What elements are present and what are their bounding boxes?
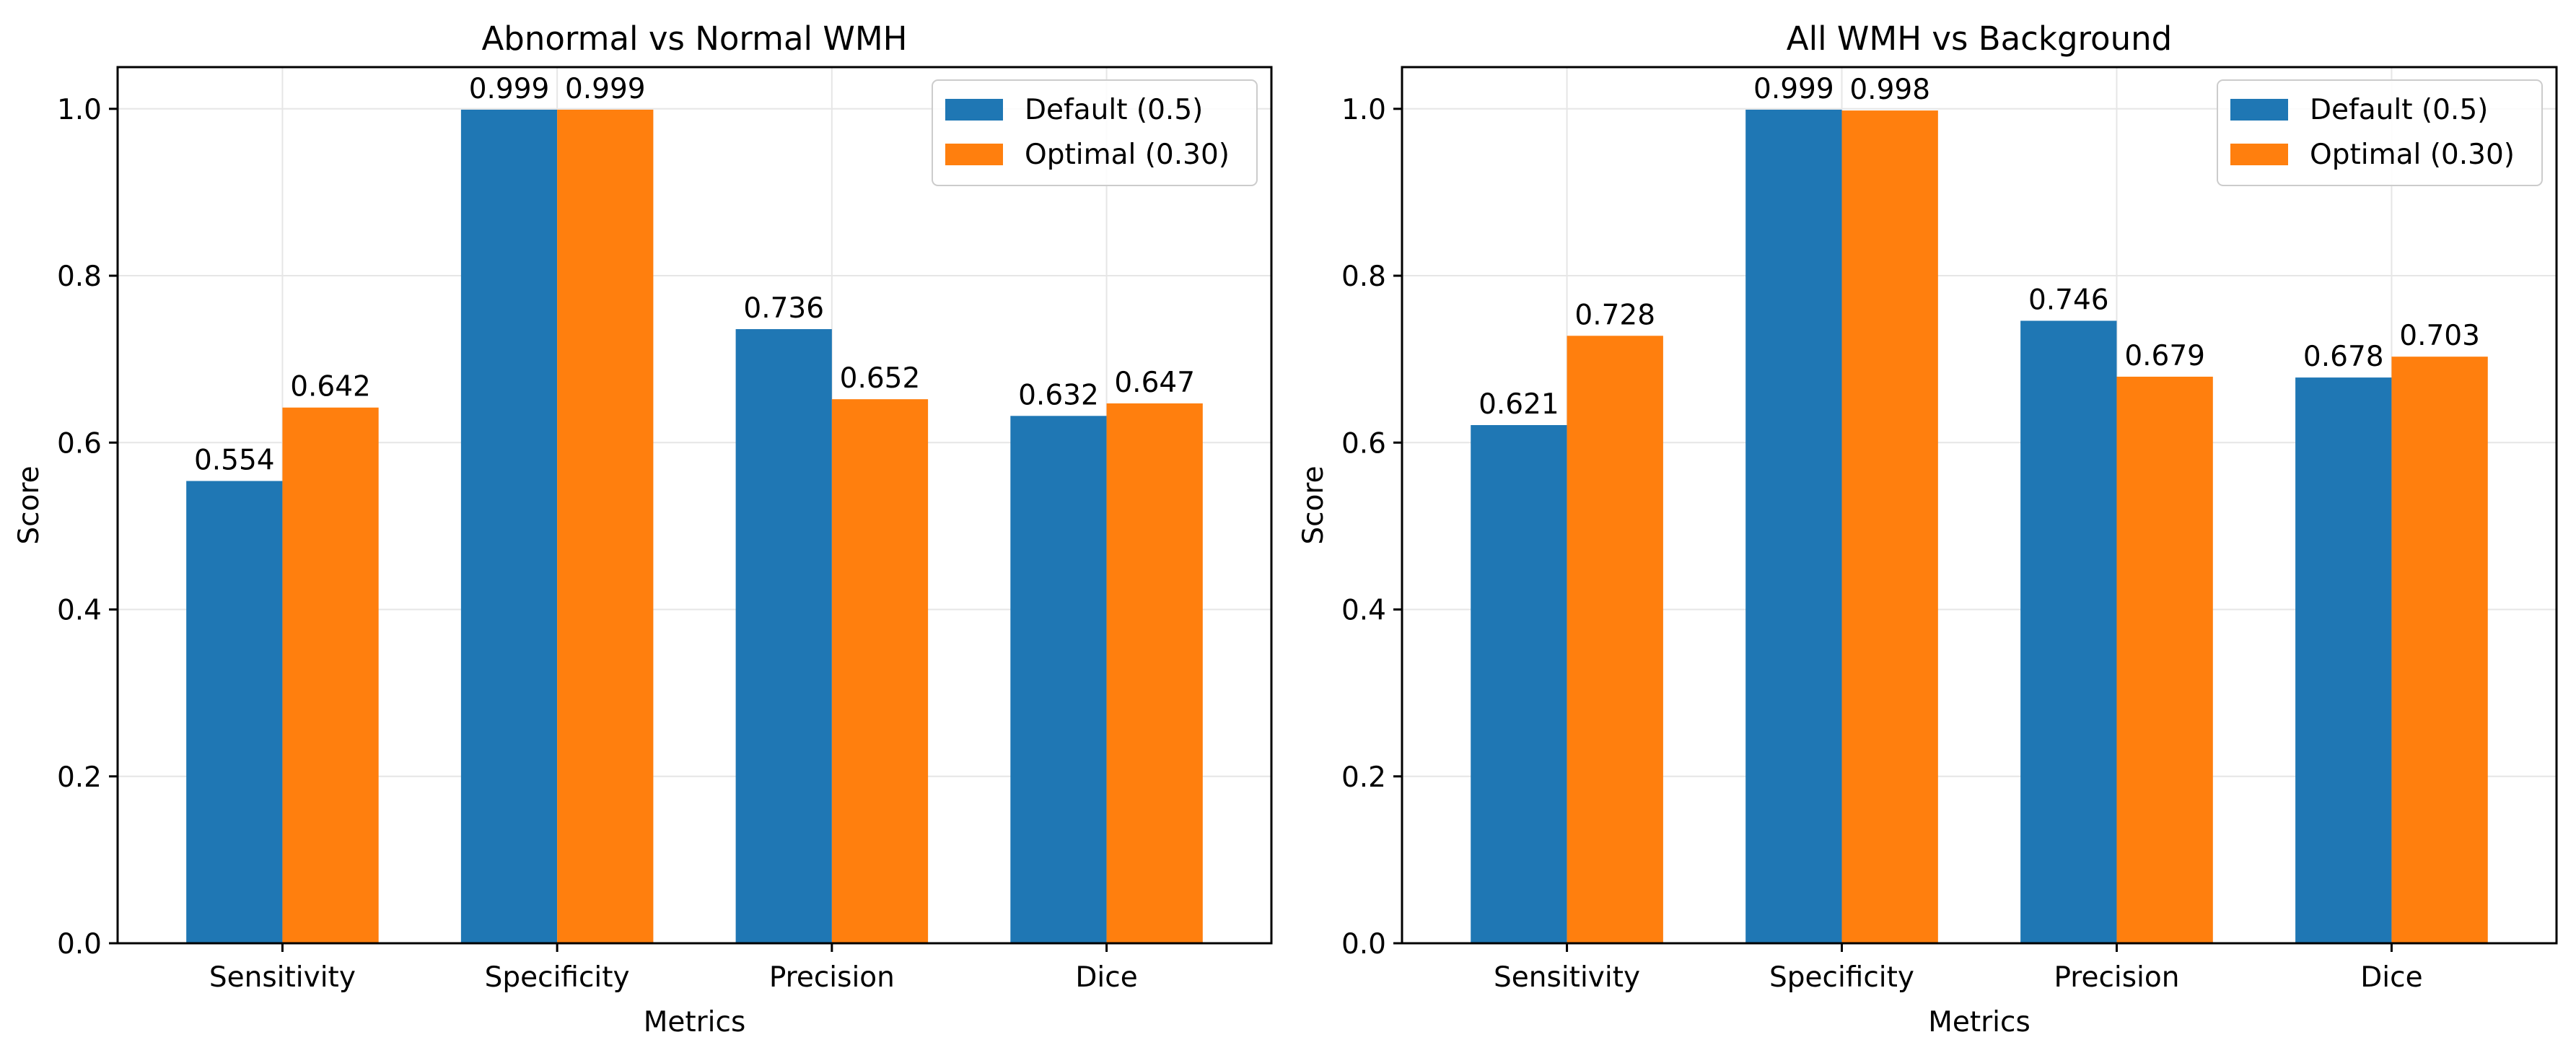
x-tick-label: Sensitivity (1494, 961, 1640, 994)
y-tick-label: 1.0 (57, 94, 102, 126)
y-tick-label: 0.0 (57, 928, 102, 961)
bar-optimal (831, 399, 929, 943)
legend-label-default: Default (0.5) (2310, 94, 2488, 126)
bar-value-label: 0.642 (290, 371, 371, 403)
bar-value-label: 0.746 (2028, 284, 2109, 316)
y-tick-label: 0.2 (1341, 761, 1386, 794)
bar-value-label: 0.998 (1849, 74, 1930, 106)
bar-value-label: 0.554 (194, 444, 275, 476)
y-axis-label: Score (1297, 465, 1330, 544)
y-tick-label: 0.6 (57, 427, 102, 460)
chart-panel-right: 0.621 0.999 0.746 0.678 0.728 0.998 0.679 0.703… (1297, 19, 2558, 1039)
y-tick-label: 0.0 (1341, 928, 1386, 961)
legend: Default (0.5) Optimal (0.30) (932, 79, 1258, 186)
bar-default (1471, 425, 1567, 943)
bar-default (1010, 416, 1107, 943)
x-tick-label: Specificity (1769, 961, 1914, 994)
y-axis-label: Score (13, 465, 45, 544)
y-tick-label: 1.0 (1341, 94, 1386, 126)
legend-swatch-default (945, 99, 1003, 121)
chart-title: All WMH vs Background (1787, 19, 2172, 58)
y-tick-label: 0.2 (57, 761, 102, 794)
bar-optimal (2116, 376, 2213, 943)
x-tick-label: Dice (1075, 961, 1137, 994)
bar-value-label: 0.999 (469, 73, 550, 105)
bar-default (2295, 377, 2392, 943)
bar-value-label: 0.679 (2124, 340, 2205, 372)
bar-optimal (2391, 357, 2488, 943)
legend-box (932, 79, 1258, 186)
legend-label-default: Default (0.5) (1025, 94, 1203, 126)
bar-value-label: 0.621 (1478, 388, 1559, 421)
legend-swatch-default (2230, 99, 2288, 121)
x-tick-label: Precision (2054, 961, 2179, 994)
axes-frame (116, 66, 1273, 945)
bar-default (460, 109, 558, 944)
x-tick-label: Dice (2360, 961, 2422, 994)
x-tick-label: Sensitivity (209, 961, 356, 994)
bar-value-label: 0.999 (1753, 73, 1834, 105)
axes-frame (1401, 66, 2558, 945)
chart-panel-left: 0.554 0.999 0.736 0.632 0.642 0.999 0.652 0.647… (13, 19, 1273, 1039)
bar-value-label: 0.703 (2399, 320, 2480, 352)
bar-value-label: 0.736 (743, 292, 824, 325)
bar-default (735, 329, 832, 943)
legend-box (2217, 79, 2543, 186)
y-tick-label: 0.6 (1341, 427, 1386, 460)
bar-optimal (1567, 336, 1663, 943)
bar-optimal (1106, 403, 1203, 943)
bar-optimal (282, 407, 379, 943)
bar-value-label: 0.678 (2303, 341, 2384, 373)
bar-value-label: 0.647 (1114, 367, 1195, 399)
y-tick-label: 0.8 (57, 261, 102, 293)
bar-value-label: 0.632 (1018, 379, 1099, 411)
legend-label-optimal: Optimal (0.30) (1025, 139, 1230, 171)
legend: Default (0.5) Optimal (0.30) (2217, 79, 2543, 186)
chart-title: Abnormal vs Normal WMH (482, 19, 908, 58)
y-tick-label: 0.4 (1341, 595, 1386, 627)
y-tick-label: 0.4 (57, 595, 102, 627)
bar-default (186, 481, 283, 943)
bar-value-label: 0.728 (1574, 299, 1655, 331)
x-tick-label: Precision (769, 961, 895, 994)
x-axis-label: Metrics (1928, 1006, 2030, 1039)
x-axis-label: Metrics (644, 1006, 746, 1039)
legend-swatch-optimal (945, 144, 1003, 165)
bar-value-label: 0.652 (840, 362, 921, 395)
bar-default (2020, 320, 2117, 943)
y-tick-label: 0.8 (1341, 261, 1386, 293)
bar-optimal (557, 109, 654, 944)
x-tick-label: Specificity (485, 961, 630, 994)
bar-default (1745, 109, 1842, 944)
bar-optimal (1841, 110, 1938, 943)
bar-value-label: 0.999 (565, 73, 646, 105)
legend-label-optimal: Optimal (0.30) (2310, 139, 2515, 171)
legend-swatch-optimal (2230, 144, 2288, 165)
